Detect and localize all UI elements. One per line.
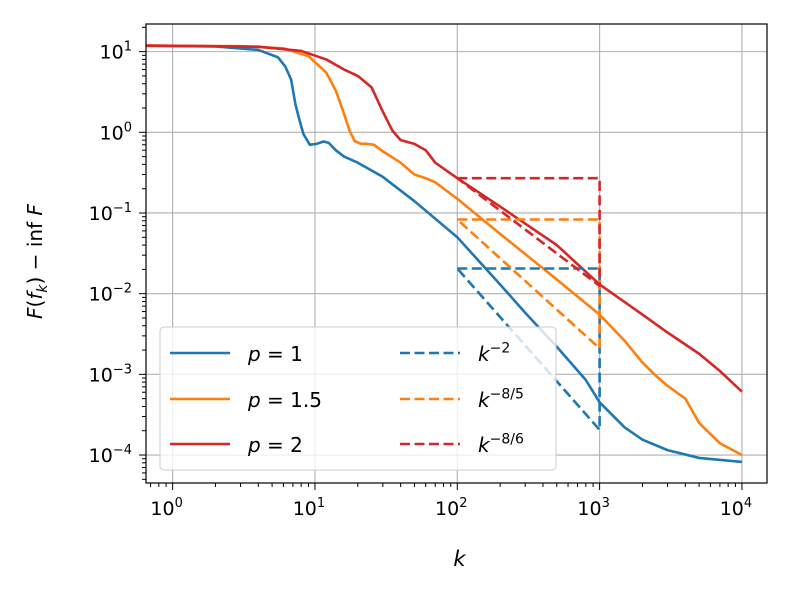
legend-label: p = 1.5 xyxy=(247,388,322,412)
x-tick-label: 104 xyxy=(720,496,752,520)
y-tick-label: 101 xyxy=(100,40,132,64)
plot-frame xyxy=(145,23,768,484)
x-tick-label: 102 xyxy=(435,496,467,520)
series-line-1 xyxy=(146,44,743,457)
x-axis-label: k xyxy=(453,547,466,571)
y-axis-label-text: F(fk) − inf F xyxy=(23,204,51,319)
legend[interactable]: p = 1 p = 1.5 p = 2 k−2 k−8/5 k−8/6 xyxy=(159,326,557,471)
y-tick-label: 10−1 xyxy=(89,201,132,225)
series-reference-5 xyxy=(456,176,601,288)
series-line-2 xyxy=(146,44,743,393)
legend-box xyxy=(159,326,557,471)
x-tick-label: 103 xyxy=(577,496,609,520)
x-tick-label: 101 xyxy=(293,496,325,520)
legend-label: k−2 xyxy=(478,341,510,366)
y-tick-label: 100 xyxy=(100,120,132,144)
series-layer xyxy=(146,44,743,464)
y-tick-label: 10−2 xyxy=(89,282,132,306)
x-tick-label: 100 xyxy=(150,496,182,520)
y-tick-label: 10−3 xyxy=(89,362,132,386)
legend-label: k−8/6 xyxy=(478,432,524,457)
legend-label: p = 2 xyxy=(247,433,303,457)
series-line-0 xyxy=(146,44,743,464)
legend-label: p = 1 xyxy=(247,342,303,366)
legend-label: k−8/5 xyxy=(478,387,524,412)
y-axis-label: F(fk) − inf F xyxy=(23,204,51,319)
y-tick-label: 10−4 xyxy=(89,443,132,467)
ticks: 100 101 102 103 104 101 100 10−1 10−2 10−3 10−4 xyxy=(89,26,752,520)
